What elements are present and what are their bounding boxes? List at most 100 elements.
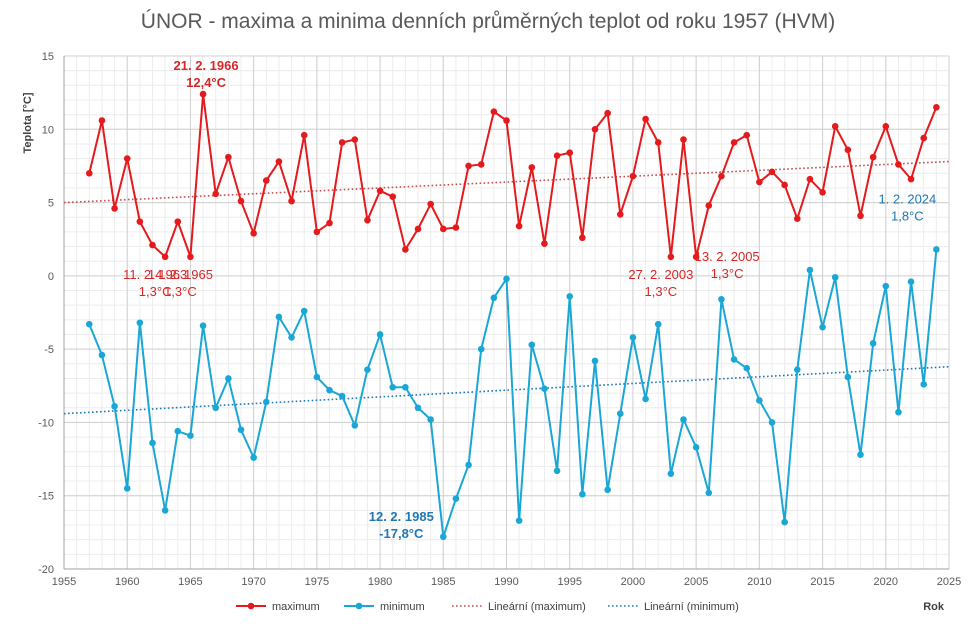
data-point-minimum xyxy=(439,533,447,541)
data-point-maximum xyxy=(174,218,182,225)
x-tick-label: 1995 xyxy=(557,576,581,588)
data-point-minimum xyxy=(111,403,118,410)
data-point-maximum xyxy=(414,225,422,233)
x-tick-label: 1955 xyxy=(52,576,76,588)
data-point-maximum xyxy=(667,253,675,261)
data-point-minimum xyxy=(123,485,131,492)
data-point-maximum xyxy=(743,131,751,139)
data-point-minimum xyxy=(262,398,270,406)
x-tick-label: 2000 xyxy=(621,576,645,588)
data-point-maximum xyxy=(718,172,725,180)
data-point-minimum xyxy=(237,426,245,434)
data-point-minimum xyxy=(174,427,182,435)
data-point-maximum xyxy=(920,134,928,142)
data-point-minimum xyxy=(718,296,725,303)
data-point-minimum xyxy=(477,345,485,353)
annotation-label: 1,3°C xyxy=(711,266,744,281)
data-point-maximum xyxy=(831,123,839,130)
data-point-maximum xyxy=(705,202,713,209)
data-point-minimum xyxy=(705,489,713,497)
data-point-maximum xyxy=(566,149,574,157)
data-point-minimum xyxy=(857,451,864,458)
data-point-minimum xyxy=(756,397,763,404)
data-point-maximum xyxy=(212,190,220,198)
data-point-maximum xyxy=(275,158,283,165)
data-point-minimum xyxy=(591,357,599,365)
data-point-maximum xyxy=(907,175,915,183)
data-point-maximum xyxy=(857,212,864,220)
data-point-minimum xyxy=(920,381,928,388)
data-point-maximum xyxy=(225,153,232,161)
data-point-minimum xyxy=(288,334,295,341)
data-point-minimum xyxy=(743,364,751,372)
annotation-label: 14. 2. 1965 xyxy=(148,267,213,282)
x-tick-label: 2010 xyxy=(747,576,771,588)
x-tick-label: 2005 xyxy=(684,576,708,588)
data-point-minimum xyxy=(85,320,93,328)
data-point-minimum xyxy=(680,416,687,423)
data-point-maximum xyxy=(642,115,649,123)
data-point-maximum xyxy=(427,200,434,208)
data-point-minimum xyxy=(452,495,460,502)
data-point-minimum xyxy=(300,307,308,315)
annotation-label: 1,3°C xyxy=(645,284,678,299)
data-point-minimum xyxy=(844,373,852,381)
data-point-minimum xyxy=(250,454,257,461)
data-point-minimum xyxy=(528,341,536,349)
data-point-maximum xyxy=(288,197,295,205)
y-tick-label: -20 xyxy=(38,564,54,576)
data-point-minimum xyxy=(654,320,662,328)
data-point-maximum xyxy=(781,181,788,189)
annotation-label: 13. 2. 2005 xyxy=(695,249,760,264)
data-point-minimum xyxy=(579,490,586,498)
data-point-minimum xyxy=(402,383,409,391)
data-point-minimum xyxy=(692,444,700,451)
data-point-maximum xyxy=(300,131,308,139)
data-point-maximum xyxy=(819,189,826,196)
annotation-label: 1,3°C xyxy=(139,284,172,299)
x-tick-label: 2015 xyxy=(810,576,834,588)
data-point-maximum xyxy=(111,205,118,212)
data-point-minimum xyxy=(768,419,776,426)
data-point-minimum xyxy=(515,517,523,524)
data-point-maximum xyxy=(604,109,611,117)
data-point-maximum xyxy=(503,117,510,124)
data-point-minimum xyxy=(604,486,611,494)
data-point-maximum xyxy=(237,197,245,205)
annotation-label: 1,8°C xyxy=(891,208,924,223)
data-point-minimum xyxy=(98,351,106,359)
data-point-maximum xyxy=(844,146,852,154)
data-point-minimum xyxy=(553,467,561,475)
legend-series-marker xyxy=(355,602,363,610)
data-point-maximum xyxy=(756,178,763,186)
data-point-minimum xyxy=(187,432,194,439)
annotation-label: 1,3°C xyxy=(164,284,197,299)
data-point-maximum xyxy=(490,108,498,115)
legend-series-label: minimum xyxy=(380,601,425,613)
data-point-maximum xyxy=(882,123,890,130)
x-tick-label: 1990 xyxy=(494,576,518,588)
data-point-minimum xyxy=(376,331,384,338)
data-point-minimum xyxy=(313,373,321,381)
annotation-label: 12. 2. 1985 xyxy=(369,509,434,524)
x-tick-label: 2020 xyxy=(874,576,898,588)
y-axis-title: Teplota [°C] xyxy=(22,92,34,153)
data-point-maximum xyxy=(869,153,877,161)
data-point-maximum xyxy=(149,241,156,249)
legend-trend-label: Lineární (minimum) xyxy=(644,601,739,613)
data-point-minimum xyxy=(199,322,207,329)
data-point-minimum xyxy=(781,518,788,526)
data-point-maximum xyxy=(579,234,586,242)
y-tick-label: 5 xyxy=(48,198,54,210)
annotation-label: 1. 2. 2024 xyxy=(878,191,936,206)
x-tick-label: 1970 xyxy=(241,576,265,588)
data-point-minimum xyxy=(136,319,144,327)
data-point-maximum xyxy=(465,162,472,170)
data-point-maximum xyxy=(326,219,333,227)
series-line-minimum xyxy=(88,249,938,538)
data-point-maximum xyxy=(338,139,346,146)
x-tick-label: 1985 xyxy=(431,576,455,588)
data-point-minimum xyxy=(490,294,498,302)
data-point-minimum xyxy=(730,356,738,363)
